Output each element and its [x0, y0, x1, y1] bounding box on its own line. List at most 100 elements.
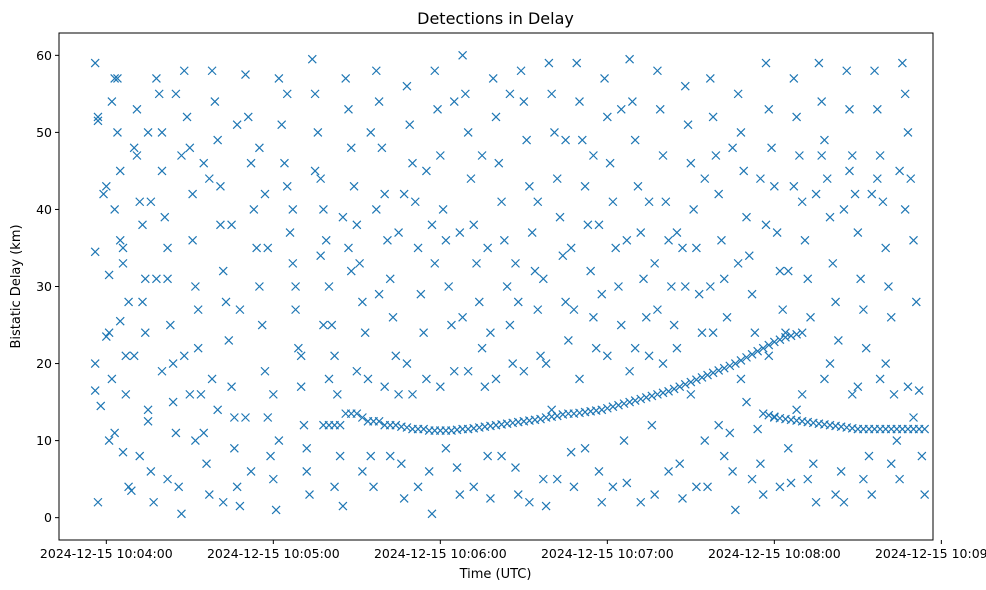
data-point-marker	[151, 274, 161, 284]
data-point-marker	[914, 386, 924, 395]
data-point-marker	[305, 490, 314, 499]
data-point-marker	[588, 151, 598, 160]
data-point-marker	[722, 312, 732, 322]
data-point-marker	[163, 474, 172, 484]
x-tick-label: 2024-12-15 10:07:00	[541, 546, 674, 561]
data-point-marker	[463, 366, 473, 376]
x-axis: 2024-12-15 10:04:00 2024-12-15 10:05:00 20…	[40, 540, 986, 561]
data-point-marker	[430, 66, 440, 76]
data-point-marker	[93, 112, 103, 122]
data-point-marker	[775, 482, 785, 492]
data-point-marker	[341, 74, 351, 83]
data-point-marker	[288, 205, 298, 214]
data-point-marker	[419, 328, 429, 338]
data-point-marker	[135, 197, 145, 207]
data-point-marker	[455, 228, 465, 237]
data-point-marker	[224, 336, 234, 345]
data-point-marker	[886, 312, 896, 322]
data-point-marker	[196, 389, 206, 399]
data-point-marker	[845, 166, 854, 176]
data-point-marker	[856, 274, 866, 284]
data-point-marker	[664, 235, 673, 245]
data-point-marker	[552, 474, 562, 484]
data-point-marker	[747, 289, 757, 299]
data-point-marker	[374, 97, 384, 107]
data-point-marker	[691, 243, 701, 253]
data-point-marker	[307, 54, 317, 64]
y-tick-label: 0	[44, 510, 52, 525]
data-point-marker	[580, 181, 590, 191]
data-point-marker	[466, 174, 476, 184]
data-point-marker	[538, 274, 548, 284]
data-point-marker	[678, 493, 687, 503]
data-point-marker	[171, 89, 181, 99]
data-point-marker	[861, 343, 871, 353]
data-point-marker	[280, 158, 289, 168]
data-point-marker	[399, 493, 409, 503]
data-point-marker	[171, 428, 181, 438]
data-point-marker	[761, 58, 771, 68]
data-point-marker	[708, 112, 718, 122]
data-point-marker	[204, 490, 214, 499]
data-point-marker	[282, 89, 292, 99]
data-point-marker	[469, 482, 479, 492]
data-point-marker	[90, 247, 100, 257]
data-point-marker	[691, 375, 701, 385]
data-point-marker	[319, 320, 328, 330]
data-point-marker	[483, 451, 493, 461]
data-point-marker	[839, 497, 849, 507]
data-point-marker	[739, 166, 749, 176]
data-point-marker	[513, 297, 523, 307]
data-point-marker	[828, 258, 838, 268]
x-tick-label: 2024-12-15 10:09:00	[875, 546, 986, 561]
data-point-marker	[193, 343, 203, 353]
data-point-marker	[533, 305, 543, 315]
data-point-marker	[530, 266, 540, 276]
data-point-marker	[157, 166, 167, 176]
data-point-marker	[703, 482, 712, 492]
data-point-marker	[254, 143, 264, 153]
data-point-marker	[115, 235, 125, 245]
data-point-marker	[708, 368, 718, 378]
data-point-marker	[486, 328, 495, 338]
data-point-marker	[293, 343, 303, 353]
data-point-marker	[124, 482, 134, 492]
data-point-marker	[335, 420, 345, 430]
data-point-marker	[728, 466, 738, 476]
data-point-marker	[505, 320, 515, 330]
data-point-marker	[480, 382, 490, 392]
data-point-marker	[889, 389, 899, 399]
data-point-marker	[483, 243, 493, 253]
data-point-marker	[516, 66, 526, 76]
data-point-marker	[825, 212, 835, 222]
data-point-marker	[747, 474, 757, 484]
data-point-marker	[282, 181, 292, 191]
data-point-marker	[227, 220, 236, 230]
data-point-marker	[750, 328, 760, 338]
data-point-marker	[235, 305, 245, 315]
data-point-marker	[402, 81, 412, 91]
data-point-marker	[285, 228, 295, 237]
data-point-marker	[714, 189, 724, 199]
data-point-marker	[441, 235, 451, 245]
data-point-marker	[811, 189, 821, 199]
data-point-marker	[781, 332, 790, 342]
data-point-marker	[124, 297, 134, 307]
data-point-marker	[872, 174, 882, 184]
data-point-marker	[366, 127, 376, 137]
data-point-marker	[900, 89, 910, 99]
data-point-marker	[391, 351, 401, 361]
data-point-marker	[616, 104, 626, 114]
data-point-marker	[538, 474, 548, 484]
data-point-marker	[96, 401, 106, 411]
data-point-marker	[371, 205, 381, 214]
data-point-marker	[435, 382, 445, 392]
data-point-marker	[519, 366, 529, 376]
data-point-marker	[753, 424, 763, 434]
data-point-marker	[820, 135, 829, 145]
data-point-marker	[149, 497, 159, 507]
data-point-marker	[413, 243, 423, 253]
data-point-marker	[132, 151, 142, 160]
data-point-marker	[641, 393, 651, 402]
